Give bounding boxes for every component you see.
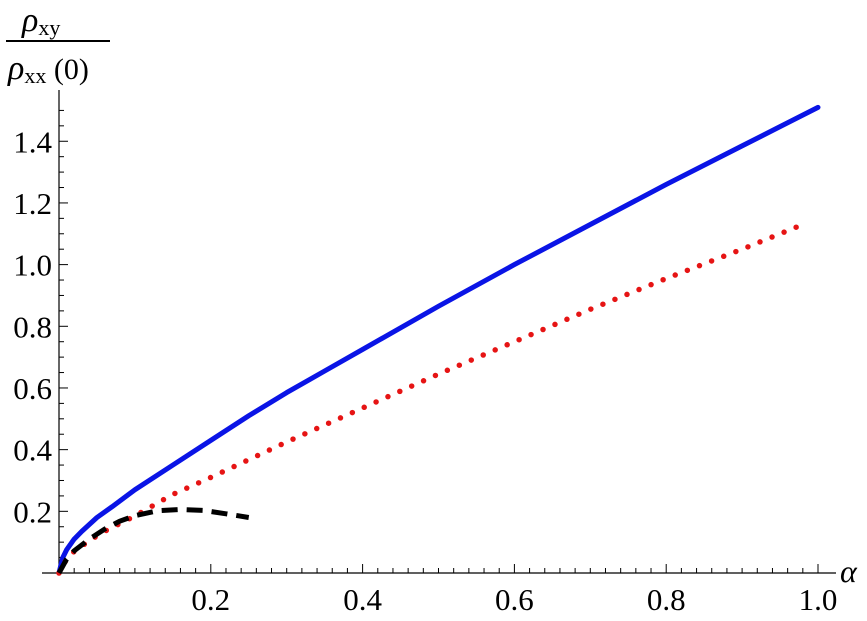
x-tick-label: 0.2 xyxy=(191,582,230,617)
y-tick-label: 0.2 xyxy=(13,494,52,529)
y-label-numerator-sub: xy xyxy=(38,15,60,40)
y-tick-label: 1.2 xyxy=(13,186,52,221)
series-line-dotted xyxy=(56,221,806,576)
x-tick-label: 0.4 xyxy=(343,582,382,617)
y-axis-label: ρxy ρxx (0) xyxy=(6,2,110,88)
x-axis-label: α xyxy=(840,553,858,589)
svg-text:ρxx (0): ρxx (0) xyxy=(7,50,89,88)
series-line-solid xyxy=(56,104,821,576)
series-line-dashed xyxy=(56,506,250,575)
y-label-denominator-arg: (0) xyxy=(46,53,88,86)
svg-text:ρxy: ρxy xyxy=(21,2,60,40)
x-tick-label: 1.0 xyxy=(799,582,838,617)
axis-ticks: 0.2 0.4 0.6 0.8 1.0 0.2 0.4 0.6 0.8 1.0 1.2 1.4 xyxy=(13,109,838,617)
x-tick-label: 0.6 xyxy=(495,582,534,617)
y-label-denominator-sub: xx xyxy=(24,63,46,88)
y-tick-label: 1.0 xyxy=(13,248,52,283)
y-tick-label: 0.4 xyxy=(13,433,52,468)
x-tick-label: 0.8 xyxy=(647,582,686,617)
y-label-numerator: ρ xyxy=(21,2,38,39)
y-label-denominator: ρ xyxy=(7,50,24,87)
y-tick-label: 0.6 xyxy=(13,371,52,406)
y-tick-label: 0.8 xyxy=(13,309,52,344)
series-layer xyxy=(56,104,821,576)
y-tick-label: 1.4 xyxy=(13,124,52,159)
